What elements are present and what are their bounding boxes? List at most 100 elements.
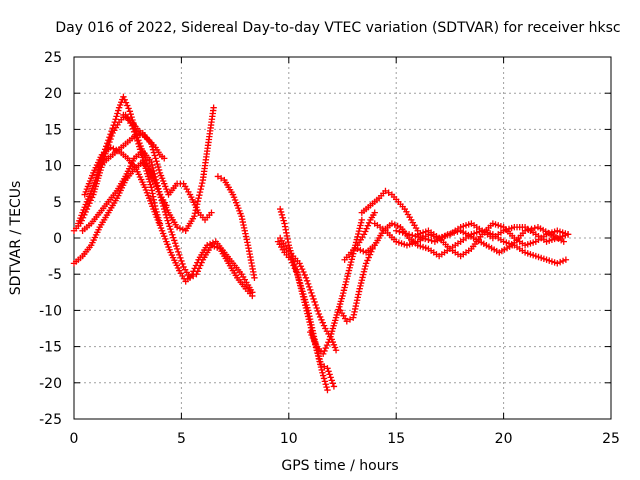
data-point [291,265,299,272]
data-point [359,274,366,281]
y-tick-label: -5 [48,267,62,283]
data-point [301,299,308,306]
data-point [292,268,300,275]
data-point [197,185,204,193]
y-tick-label: -10 [39,303,62,319]
data-point [296,260,303,267]
data-point [305,316,313,323]
data-point [324,386,331,394]
data-point [302,274,310,282]
data-point [312,301,319,309]
data-point [120,93,127,101]
y-tick-label: 20 [44,86,62,102]
data-point [170,234,177,241]
x-tick-labels: 0 5 10 15 20 25 [70,431,620,447]
data-point [198,182,205,190]
series-track-4 [81,144,256,296]
data-point [198,179,206,187]
x-tick-label: 25 [602,431,620,447]
data-point [110,145,117,152]
data-point [190,268,197,275]
data-point [391,221,398,228]
data-point [363,225,370,232]
data-point [315,310,323,318]
data-point [188,271,196,278]
data-point [327,374,334,381]
data-point [109,124,116,132]
data-point [152,155,159,162]
data-point [362,262,369,270]
data-point [179,260,186,268]
y-axis-label: SDTVAR / TECUs [8,181,24,296]
data-point [329,380,337,387]
data-point [319,369,326,376]
data-point [206,240,214,248]
data-point [399,229,406,236]
data-point [357,222,364,229]
data-point [112,116,119,123]
data-point [307,321,314,329]
x-axis-label: GPS time / hours [281,458,398,474]
data-point [322,344,329,352]
data-point [393,227,400,234]
data-point [203,242,211,249]
data-point [210,104,217,111]
y-tick-label: 0 [53,231,62,247]
data-point [346,264,353,271]
data-point [356,225,363,232]
data-point [421,235,429,243]
data-point [310,295,317,303]
data-point [428,237,435,244]
data-point [332,347,340,354]
data-point [176,225,184,232]
data-point [562,256,570,263]
series-track-8 [214,173,258,282]
data-point [358,216,366,224]
data-point [155,163,162,171]
data-point [304,310,311,317]
data-point [179,226,187,233]
data-point [314,349,321,357]
data-point [303,277,311,285]
data-point [209,239,217,247]
data-point [316,358,323,365]
data-point [111,118,119,126]
data-point [152,173,159,180]
data-point [208,209,215,216]
data-point [107,131,114,138]
series-track-14 [341,209,378,263]
data-point [153,179,160,186]
data-point [330,383,338,390]
data-point [297,263,305,270]
data-point [172,242,180,250]
data-point [321,347,328,355]
data-point [110,121,117,129]
data-point [343,318,350,325]
data-point [312,340,319,347]
data-point [560,238,567,245]
data-point [196,191,203,199]
data-point [122,99,130,106]
data-point [357,279,365,287]
data-point [382,187,389,195]
data-point [154,160,161,168]
data-point [366,251,374,258]
data-point [136,139,143,147]
data-point [307,286,314,294]
data-point [343,275,350,283]
y-tick-label: -25 [39,412,62,428]
series-track-13 [337,245,376,325]
x-tick-label: 15 [387,431,405,447]
data-point [249,289,256,296]
data-point [106,134,113,141]
data-point [195,194,202,202]
data-point [194,197,202,205]
data-point [107,144,114,151]
series-track-9 [277,205,338,390]
data-point [307,328,314,336]
data-point [360,231,368,238]
data-point [287,256,295,263]
data-point [191,213,198,220]
data-point [298,265,306,273]
data-point [531,224,538,232]
